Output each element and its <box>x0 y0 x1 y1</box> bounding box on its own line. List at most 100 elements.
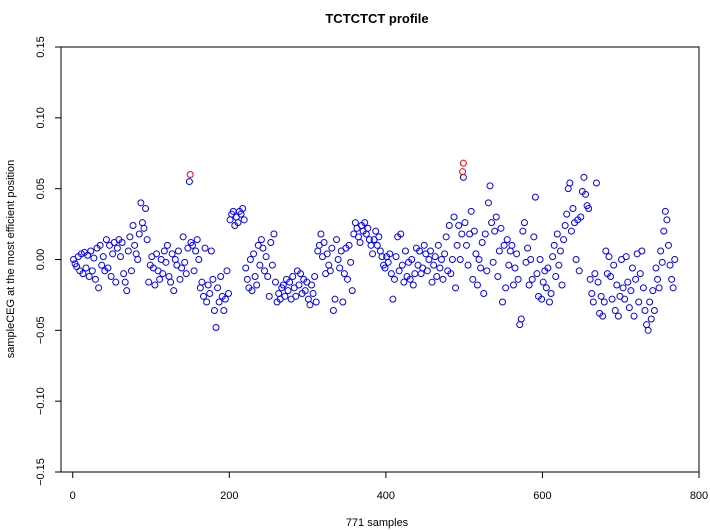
data-point <box>104 264 112 272</box>
data-point <box>483 267 491 275</box>
data-point <box>351 219 359 227</box>
data-point <box>545 298 553 306</box>
data-point <box>566 179 574 187</box>
data-point <box>506 247 514 255</box>
data-point <box>275 290 283 297</box>
highlight-point <box>186 171 194 178</box>
data-point <box>400 278 408 286</box>
data-point <box>455 222 463 229</box>
data-point <box>398 261 406 269</box>
highlight-point <box>459 168 467 176</box>
data-point <box>588 290 596 297</box>
data-point <box>585 205 593 212</box>
data-point <box>486 182 494 190</box>
data-point <box>167 278 175 286</box>
data-point <box>513 250 521 258</box>
data-point <box>123 287 131 295</box>
data-point <box>102 236 110 244</box>
data-point <box>387 270 395 278</box>
data-point <box>660 227 668 235</box>
data-point <box>334 256 342 263</box>
data-point <box>528 275 536 283</box>
data-point <box>575 267 583 275</box>
data-point <box>199 292 207 300</box>
data-point <box>567 227 575 235</box>
data-point <box>478 239 486 246</box>
data-point <box>87 247 95 255</box>
data-point <box>95 284 103 292</box>
data-point <box>373 241 381 249</box>
data-point <box>378 253 386 261</box>
data-point <box>630 312 638 320</box>
data-point <box>649 287 657 295</box>
data-point <box>214 284 222 292</box>
data-point <box>267 239 275 246</box>
data-point <box>292 292 300 300</box>
data-point <box>591 270 599 278</box>
data-point <box>242 264 250 272</box>
data-point <box>439 275 447 283</box>
data-point <box>220 307 228 314</box>
data-point <box>556 247 564 255</box>
data-point <box>452 284 460 292</box>
data-point <box>428 278 436 286</box>
data-point <box>517 315 525 323</box>
data-point <box>225 290 233 297</box>
data-point <box>658 258 666 266</box>
data-point <box>356 239 364 246</box>
data-point <box>417 270 425 278</box>
data-point <box>336 264 344 272</box>
data-point <box>317 230 325 238</box>
data-point <box>397 230 405 238</box>
data-point <box>527 256 535 263</box>
data-point <box>641 307 649 314</box>
data-point <box>489 258 497 266</box>
data-point <box>311 273 319 280</box>
data-point <box>140 224 148 232</box>
x-tick-label: 800 <box>690 490 708 502</box>
data-point <box>131 241 139 249</box>
x-tick-label: 200 <box>220 490 238 502</box>
data-point <box>124 247 132 255</box>
data-point <box>597 292 605 300</box>
data-point <box>246 256 254 263</box>
data-point <box>499 298 507 306</box>
data-point <box>142 205 150 212</box>
data-point <box>145 278 153 286</box>
data-point <box>416 247 424 255</box>
data-point <box>215 298 223 306</box>
data-point <box>265 292 273 300</box>
data-point <box>536 256 544 263</box>
data-point <box>611 307 619 314</box>
data-point <box>580 173 588 181</box>
data-point <box>143 236 151 244</box>
data-point <box>295 281 303 289</box>
data-point <box>547 290 555 297</box>
data-point <box>372 227 380 235</box>
data-point <box>367 241 375 249</box>
data-point <box>495 247 503 255</box>
data-point <box>564 185 572 193</box>
data-point <box>456 256 464 263</box>
data-point <box>127 267 135 275</box>
data-point <box>409 281 417 289</box>
data-point <box>511 264 519 272</box>
data-point <box>323 250 331 258</box>
data-point <box>664 241 672 249</box>
data-point <box>509 281 517 289</box>
data-point <box>484 199 492 207</box>
data-point <box>553 230 561 238</box>
data-point <box>622 253 630 261</box>
data-point <box>430 261 438 269</box>
data-point <box>96 241 104 249</box>
data-point <box>196 284 204 292</box>
data-point <box>477 264 485 272</box>
data-point <box>306 301 314 309</box>
data-point <box>542 284 550 292</box>
data-point <box>264 273 272 280</box>
data-point <box>248 287 256 295</box>
data-point <box>644 326 652 334</box>
data-point <box>331 295 339 303</box>
data-point <box>488 219 496 227</box>
